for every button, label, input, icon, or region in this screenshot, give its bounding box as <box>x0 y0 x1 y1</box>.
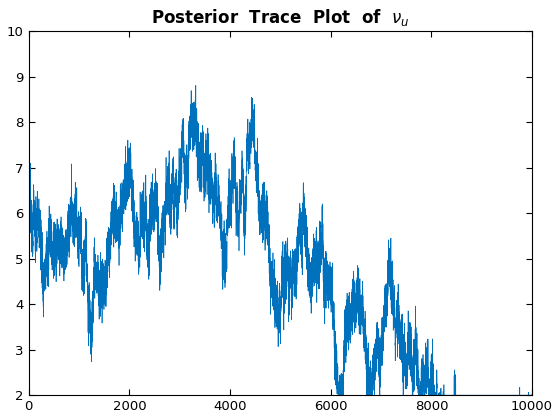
Title: Posterior  Trace  Plot  of  $\nu_u$: Posterior Trace Plot of $\nu_u$ <box>151 7 409 28</box>
